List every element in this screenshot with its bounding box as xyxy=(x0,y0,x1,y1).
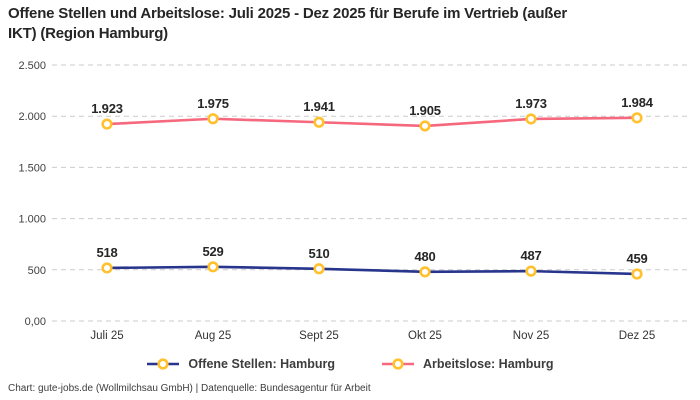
y-tick-label: 1.000 xyxy=(18,214,46,226)
data-point-label: 518 xyxy=(96,245,117,260)
chart-credit: Chart: gute-jobs.de (Wollmilchsau GmbH) … xyxy=(8,383,371,394)
data-point-label: 1.923 xyxy=(91,101,123,116)
line-chart: 0,00 500 1.000 1.500 2.000 2.500 Juli 25 Aug 25… xyxy=(18,60,690,342)
data-point-label: 1.973 xyxy=(515,96,547,111)
data-point-label: 1.941 xyxy=(303,99,335,114)
data-point-label: 510 xyxy=(308,246,329,261)
x-tick-label: Dez 25 xyxy=(619,330,655,342)
data-point[interactable] xyxy=(419,266,431,278)
x-tick-label: Sept 25 xyxy=(299,330,339,342)
chart-title-line2: IKT) (Region Hamburg) xyxy=(8,24,168,42)
data-point-label: 529 xyxy=(202,244,223,259)
y-tick-label: 2.500 xyxy=(18,60,46,72)
legend: Offene Stellen: Hamburg Arbeitslose: Ham… xyxy=(0,357,700,371)
data-point[interactable] xyxy=(101,118,113,130)
y-tick-label: 1.500 xyxy=(18,162,46,174)
data-point[interactable] xyxy=(419,120,431,132)
data-point-label: 480 xyxy=(414,249,435,264)
x-tick-label: Aug 25 xyxy=(195,330,231,342)
data-point-label: 487 xyxy=(520,248,541,263)
data-point[interactable] xyxy=(631,268,643,280)
data-point-label: 1.905 xyxy=(409,103,441,118)
series-line xyxy=(105,116,639,128)
legend-item-offene-stellen[interactable]: Offene Stellen: Hamburg xyxy=(146,357,335,371)
data-point[interactable] xyxy=(631,112,643,124)
data-point[interactable] xyxy=(313,116,325,128)
data-point[interactable] xyxy=(525,265,537,277)
data-point-label: 1.984 xyxy=(621,95,654,110)
y-tick-label: 500 xyxy=(28,265,46,277)
chart-title: Offene Stellen und Arbeitslose: Juli 202… xyxy=(8,4,692,44)
legend-item-arbeitslose[interactable]: Arbeitslose: Hamburg xyxy=(381,357,554,371)
legend-line-marker-icon xyxy=(381,358,414,370)
data-point[interactable] xyxy=(313,263,325,275)
data-point[interactable] xyxy=(207,261,219,273)
data-point-label: 1.975 xyxy=(197,96,229,111)
legend-label-offene-stellen: Offene Stellen: Hamburg xyxy=(188,357,335,371)
x-tick-label: Nov 25 xyxy=(513,330,549,342)
y-tick-label: 2.000 xyxy=(18,111,46,123)
x-tick-label: Okt 25 xyxy=(408,330,442,342)
y-tick-label: 0,00 xyxy=(25,316,46,328)
x-tick-label: Juli 25 xyxy=(90,330,123,342)
series-line xyxy=(105,265,639,276)
data-point-label: 459 xyxy=(626,251,647,266)
legend-line-marker-icon xyxy=(147,358,180,370)
data-point[interactable] xyxy=(207,113,219,125)
data-point[interactable] xyxy=(101,262,113,274)
data-point[interactable] xyxy=(525,113,537,125)
chart-title-line1: Offene Stellen und Arbeitslose: Juli 202… xyxy=(8,5,568,22)
legend-label-arbeitslose: Arbeitslose: Hamburg xyxy=(422,357,554,371)
